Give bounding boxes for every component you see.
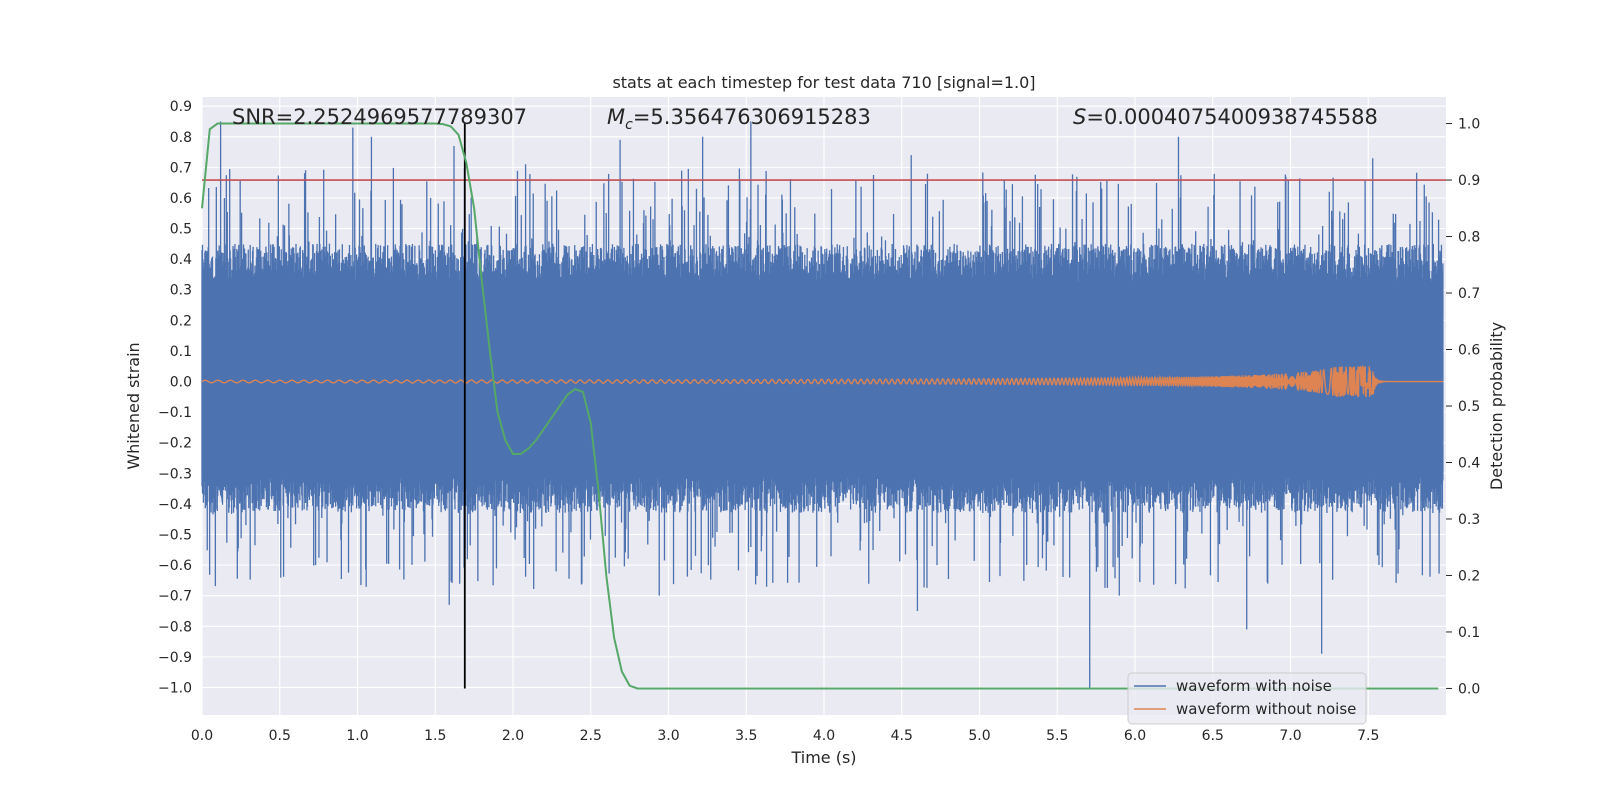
s-symbol: S	[1073, 105, 1086, 129]
x-tick-label: 6.0	[1124, 728, 1146, 744]
y-right-tick-label: 0.1	[1458, 625, 1480, 641]
chirp-mass-annotation: Mc=5.356476306915283	[607, 105, 871, 133]
chirp-trace	[201, 365, 1443, 398]
y-tick-label: 0.2	[170, 313, 192, 329]
x-tick-label: 6.5	[1202, 728, 1224, 744]
series-detection-probability	[201, 122, 1439, 690]
x-axis-label: Time (s)	[790, 748, 856, 767]
y-right-tick-label: 0.4	[1458, 455, 1480, 471]
y-tick-label: −0.8	[158, 619, 192, 635]
y-axis-right-ticks: 0.0 0.1 0.2 0.3 0.4 0.5 0.6 0.7 0.8 0.9 1.0	[1446, 117, 1480, 697]
y-right-tick-label: 0.8	[1458, 230, 1480, 246]
chart-title: stats at each timestep for test data 710…	[612, 73, 1035, 92]
y-right-tick-label: 0.3	[1458, 512, 1480, 528]
y-tick-label: −0.2	[158, 436, 192, 452]
y-tick-label: 0.0	[170, 375, 192, 391]
y-tick-label: 0.8	[170, 130, 192, 146]
snr-annotation: SNR=2.2524969577789307	[232, 105, 527, 129]
x-tick-label: 4.5	[891, 728, 913, 744]
y-right-tick-label: 0.7	[1458, 286, 1480, 302]
x-tick-label: 4.0	[813, 728, 835, 744]
y-axis-right-label: Detection probability	[1487, 322, 1506, 490]
probability-trace	[201, 122, 1439, 690]
y-tick-label: −0.5	[158, 527, 192, 543]
x-tick-label: 7.0	[1279, 728, 1301, 744]
legend-box	[1127, 672, 1367, 725]
x-tick-label: 2.5	[580, 728, 602, 744]
x-tick-label: 2.0	[502, 728, 524, 744]
x-tick-label: 5.5	[1046, 728, 1068, 744]
chirp-mass-value: =5.356476306915283	[633, 105, 871, 129]
y-tick-label: 0.7	[170, 160, 192, 176]
x-tick-label: 3.5	[735, 728, 757, 744]
y-right-tick-label: 0.9	[1458, 173, 1480, 189]
s-annotation: S=0.0004075400938745588	[1073, 105, 1378, 129]
x-tick-label: 1.0	[346, 728, 368, 744]
series-waveform-without-noise	[201, 365, 1443, 398]
y-axis-left-ticks: −1.0 −0.9 −0.8 −0.7 −0.6 −0.5 −0.4 −0.3 −0.2 −0.1…	[158, 99, 192, 696]
y-tick-label: −0.3	[158, 466, 192, 482]
y-right-tick-label: 0.5	[1458, 399, 1480, 415]
y-tick-label: 0.5	[170, 222, 192, 238]
s-value: =0.0004075400938745588	[1086, 105, 1378, 129]
x-axis-ticks: 0.0 0.5 1.0 1.5 2.0 2.5 3.0 3.5 4.0 4.5 5.0 5.5 6.0 6…	[191, 728, 1380, 744]
y-tick-label: −0.9	[158, 650, 192, 666]
x-tick-label: 3.0	[657, 728, 679, 744]
x-tick-label: 7.5	[1357, 728, 1379, 744]
chirp-mass-symbol: M	[607, 105, 625, 129]
y-right-tick-label: 1.0	[1458, 117, 1480, 133]
x-tick-label: 0.0	[191, 728, 213, 744]
y-tick-label: −0.7	[158, 589, 192, 605]
legend-label-clean: waveform without noise	[1176, 700, 1356, 718]
y-tick-label: 0.1	[170, 344, 192, 360]
x-tick-label: 0.5	[269, 728, 291, 744]
x-tick-label: 5.0	[968, 728, 990, 744]
y-tick-label: 0.9	[170, 99, 192, 115]
y-tick-label: −0.1	[158, 405, 192, 421]
chirp-mass-subscript: c	[625, 117, 633, 133]
y-axis-label: Whitened strain	[124, 342, 143, 469]
legend: waveform with noise waveform without noi…	[1127, 672, 1367, 725]
y-right-tick-label: 0.6	[1458, 343, 1480, 359]
y-tick-label: −0.6	[158, 558, 192, 574]
y-tick-label: 0.3	[170, 283, 192, 299]
y-tick-label: −0.4	[158, 497, 192, 513]
y-right-tick-label: 0.0	[1458, 681, 1480, 697]
y-tick-label: −1.0	[158, 680, 192, 696]
y-tick-label: 0.4	[170, 252, 192, 268]
legend-label-noise: waveform with noise	[1176, 677, 1332, 695]
y-right-tick-label: 0.2	[1458, 568, 1480, 584]
x-tick-label: 1.5	[424, 728, 446, 744]
y-tick-label: 0.6	[170, 191, 192, 207]
